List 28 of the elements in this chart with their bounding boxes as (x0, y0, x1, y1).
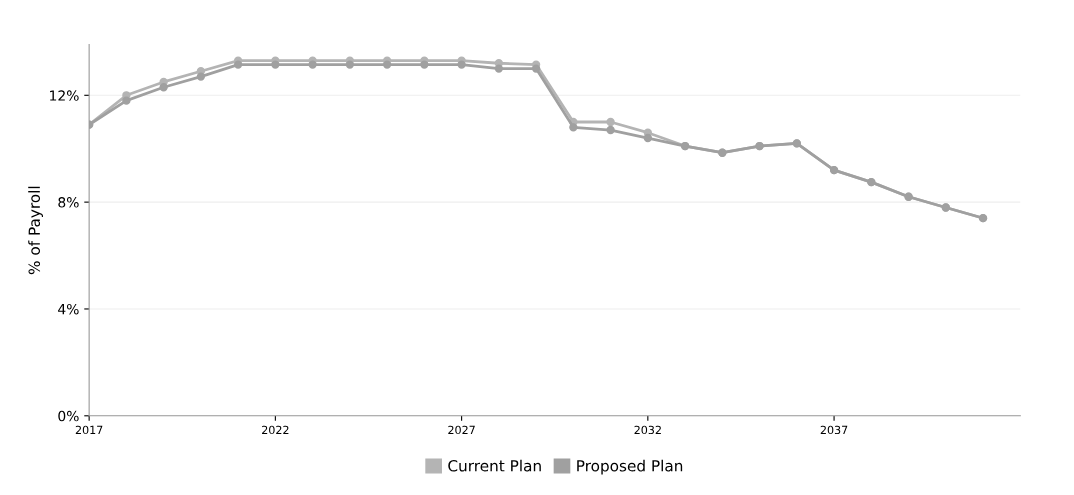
y-axis-title: % of Payroll (28, 186, 43, 275)
point (643, 133, 653, 143)
y-tick-label: 4% (58, 303, 79, 315)
y-tick-label: 8% (58, 197, 79, 208)
point (606, 117, 615, 127)
legend-label: Current Plan (448, 459, 541, 472)
x-tick-label: 2037 (820, 425, 848, 435)
x-tick-label: 2027 (448, 425, 475, 435)
point (345, 60, 355, 69)
x-tick-label: 2022 (262, 425, 289, 435)
point (569, 123, 578, 132)
point (122, 96, 131, 105)
point (531, 64, 541, 73)
point (159, 83, 168, 92)
point (494, 64, 504, 73)
point (308, 60, 317, 69)
y-tick-label: 0% (58, 410, 79, 422)
point (457, 60, 466, 69)
x-tick-label: 2032 (634, 425, 661, 435)
y-tick-label: 12% (50, 90, 79, 101)
point (606, 125, 615, 135)
point (196, 72, 206, 81)
legend-label: Proposed Plan (577, 459, 683, 475)
x-tick-label: 2017 (75, 425, 103, 435)
point (271, 60, 280, 69)
point (382, 60, 392, 69)
point (420, 60, 429, 69)
point (233, 60, 243, 69)
